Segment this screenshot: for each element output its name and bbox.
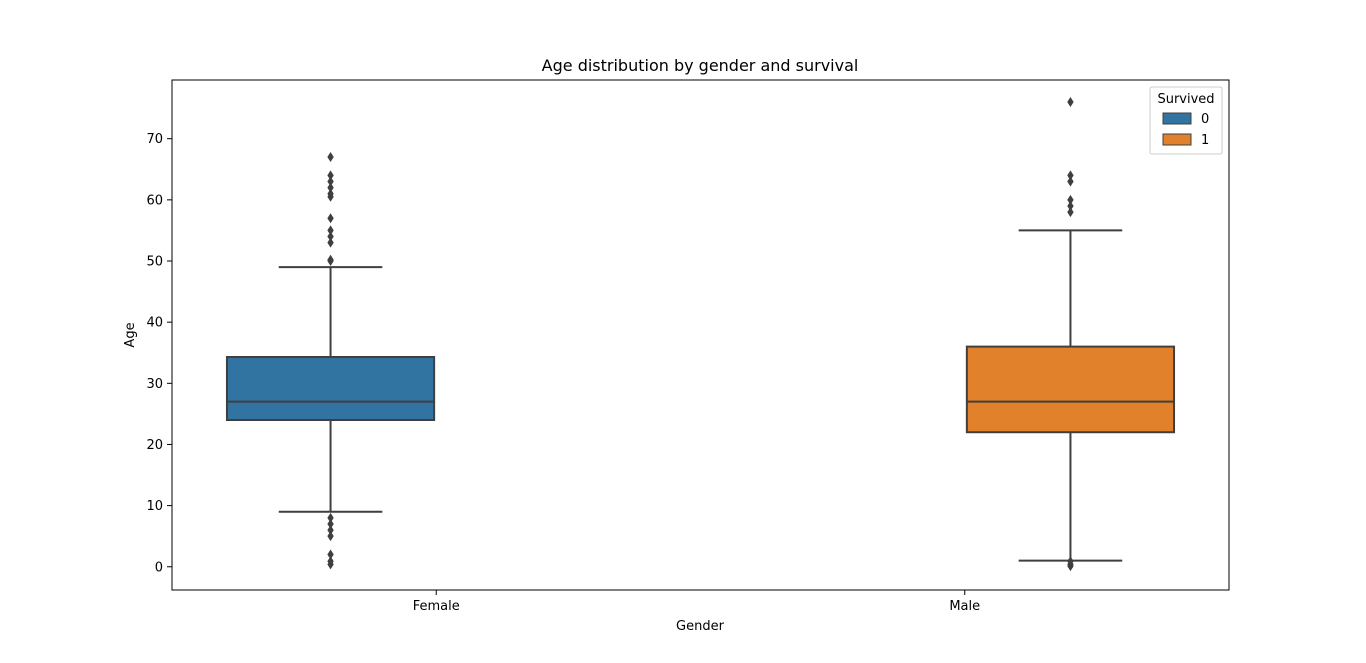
chart-title: Age distribution by gender and survival [542,56,859,75]
outlier-point [327,237,334,248]
outlier-point [327,170,334,181]
outlier-point [1067,194,1074,205]
x-axis-label: Gender [676,619,725,634]
box-iqr [225,356,436,421]
y-tick-label: 20 [146,438,163,453]
outlier-point [327,531,334,542]
y-tick-label: 0 [155,560,163,575]
x-tick-label: Female [413,599,460,614]
y-tick-label: 10 [146,499,163,514]
y-tick-label: 50 [146,255,163,270]
axes [171,79,1230,591]
outlier-point [1067,207,1074,218]
legend: Survived 0 1 [1149,86,1223,155]
outlier-point [327,231,334,242]
outlier-point [327,512,334,523]
legend-label: 0 [1201,112,1209,127]
outlier-point [327,518,334,529]
y-tick-label: 40 [146,316,163,331]
outlier-point [1067,200,1074,211]
box-group-male-survived-1 [965,97,1176,572]
box-iqr [965,345,1176,434]
outlier-point [327,525,334,536]
x-axis-ticks: Female Male [413,590,980,614]
outlier-point [327,549,334,560]
outlier-point [327,213,334,224]
outlier-point [1067,556,1074,567]
x-tick-label: Male [949,599,980,614]
plot-area [225,97,1176,572]
legend-label: 1 [1201,133,1209,148]
outlier-point [1067,176,1074,187]
legend-swatch [1162,112,1192,125]
legend-swatch [1162,133,1192,146]
y-tick-label: 60 [146,193,163,208]
outlier-point [327,188,334,199]
outlier-point [1067,170,1074,181]
y-tick-label: 70 [146,132,163,147]
outlier-point [1067,97,1074,108]
outlier-point [327,152,334,163]
outlier-point [327,556,334,567]
outlier-point [327,225,334,236]
outlier-point [327,254,334,265]
y-axis-label: Age [123,322,138,347]
legend-title: Survived [1157,92,1214,107]
y-axis-ticks: 0 10 20 30 40 50 60 70 [146,132,172,575]
outlier-point [327,176,334,187]
y-tick-label: 30 [146,377,163,392]
outlier-point [327,182,334,193]
axes-frame [171,79,1230,591]
box-group-female-survived-0 [225,152,436,570]
